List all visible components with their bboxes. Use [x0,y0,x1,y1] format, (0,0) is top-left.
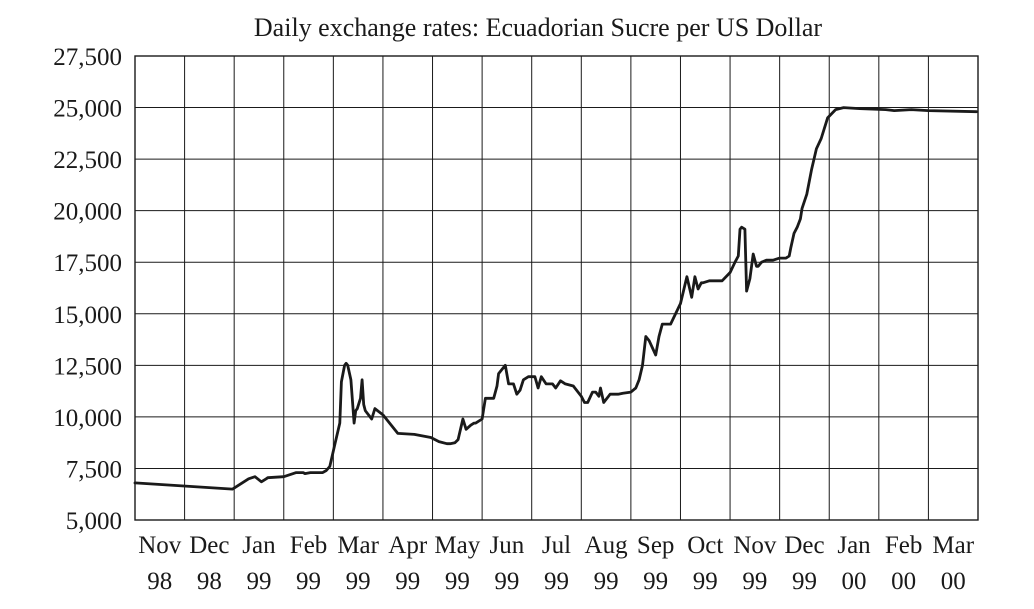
series-lines [133,106,978,491]
x-tick-year-label: 98 [147,568,172,595]
x-tick-month-label: Dec [784,532,824,559]
y-tick-label: 17,500 [53,250,122,277]
x-tick-month-label: Aug [585,532,629,559]
x-tick-year-label: 99 [693,568,718,595]
y-tick-label: 10,000 [53,405,122,432]
x-tick-month-label: Feb [885,532,923,559]
y-tick-label: 15,000 [53,302,122,329]
x-tick-month-label: Mar [337,532,379,559]
plot-frame [134,55,979,521]
x-tick-year-label: 99 [544,568,569,595]
x-tick-year-label: 98 [197,568,222,595]
y-tick-label: 20,000 [53,199,122,226]
y-axis-tick-labels: 5,000 7,500 10,000 12,500 15,000 17,500 20,000… [53,44,122,535]
x-tick-month-label: Nov [138,532,182,559]
x-tick-year-label: 99 [494,568,519,595]
x-tick-month-label: Jul [542,532,571,559]
x-tick-year-label: 00 [941,568,966,595]
x-tick-month-label: Apr [388,532,428,559]
x-tick-month-label: Jun [490,532,525,559]
grid-lines [135,55,978,521]
x-tick-month-label: Feb [290,532,328,559]
x-tick-month-label: Nov [733,532,777,559]
x-tick-month-label: Jan [242,532,276,559]
x-tick-year-label: 99 [395,568,420,595]
y-tick-label: 5,000 [66,508,122,535]
x-tick-year-label: 00 [842,568,867,595]
x-axis-tick-labels: Nov 98 Dec 98 Jan 99 Feb 99 Mar 99 Apr 99 May 99 Jun 99… [138,532,974,595]
x-tick-year-label: 99 [594,568,619,595]
x-tick-month-label: May [434,532,480,559]
y-tick-label: 22,500 [53,147,122,174]
x-tick-year-label: 99 [742,568,767,595]
x-tick-year-label: 99 [792,568,817,595]
x-tick-year-label: 99 [445,568,470,595]
y-tick-label: 25,000 [53,96,122,123]
x-tick-month-label: Oct [687,532,723,559]
x-tick-year-label: 00 [891,568,916,595]
chart-title: Daily exchange rates: Ecuadorian Sucre p… [254,13,823,42]
y-tick-label: 27,500 [53,44,122,71]
x-tick-year-label: 99 [296,568,321,595]
x-tick-year-label: 99 [246,568,271,595]
y-tick-label: 7,500 [66,456,122,483]
x-tick-year-label: 99 [643,568,668,595]
x-tick-month-label: Sep [637,532,675,559]
x-tick-year-label: 99 [346,568,371,595]
series-line-sucre-usd [133,106,978,491]
x-tick-month-label: Dec [189,532,229,559]
y-tick-label: 12,500 [53,353,122,380]
x-tick-month-label: Jan [837,532,871,559]
x-tick-month-label: Mar [932,532,974,559]
